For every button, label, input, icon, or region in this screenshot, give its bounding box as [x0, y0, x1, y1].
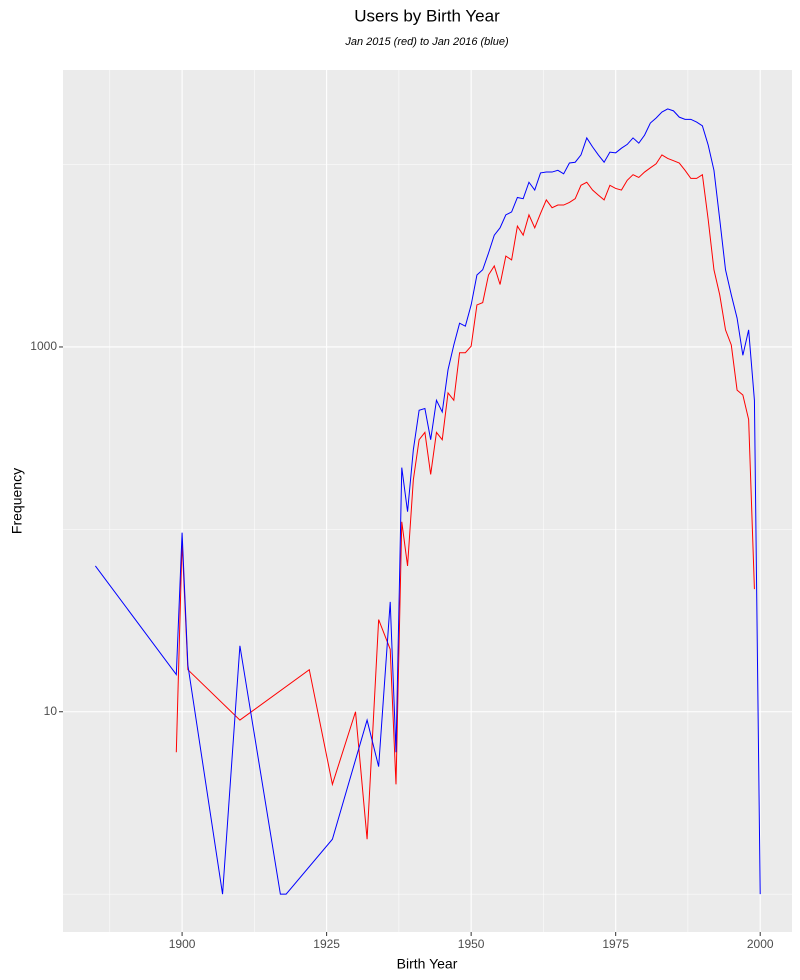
- y-axis-title: Frequency: [9, 468, 25, 534]
- series-line: [175, 154, 755, 840]
- y-tick-label: 1000: [30, 339, 57, 353]
- x-axis-title: Birth Year: [397, 956, 458, 972]
- chart-subtitle: Jan 2015 (red) to Jan 2016 (blue): [344, 36, 509, 48]
- chart-title: Users by Birth Year: [354, 6, 500, 25]
- x-tick-label: 2000: [747, 937, 774, 951]
- x-tick-label: 1925: [313, 937, 340, 951]
- panel: [63, 70, 792, 932]
- x-tick-label: 1900: [169, 937, 196, 951]
- y-tick-label: 10: [44, 704, 58, 718]
- x-tick-label: 1975: [602, 937, 629, 951]
- x-tick-label: 1950: [458, 937, 485, 951]
- series-line: [94, 108, 761, 895]
